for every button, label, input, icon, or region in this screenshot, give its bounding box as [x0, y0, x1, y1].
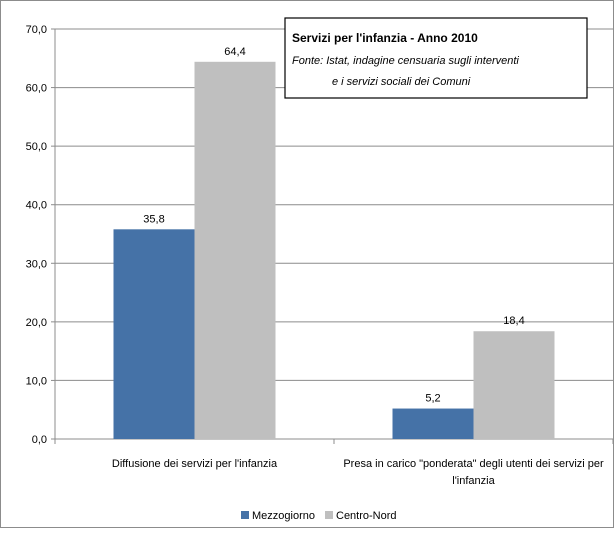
chart-source-line-2: e i servizi sociali dei Comuni — [332, 76, 471, 88]
y-tick-label: 60,0 — [26, 83, 47, 95]
category-label: Presa in carico "ponderata" degli utenti… — [343, 458, 604, 470]
legend-swatch-mezzogiorno — [241, 511, 249, 519]
chart-source-line-1: Fonte: Istat, indagine censuaria sugli i… — [292, 55, 519, 67]
y-tick-label: 40,0 — [26, 200, 47, 212]
legend: Mezzogiorno Centro-Nord — [241, 510, 397, 522]
title-box-border — [284, 17, 588, 99]
bar-mezzogiorno-0 — [113, 229, 195, 439]
y-tick-label: 10,0 — [26, 375, 47, 387]
y-tick-label: 0,0 — [32, 434, 47, 446]
legend-swatch-centro-nord — [325, 511, 333, 519]
chart-title: Servizi per l'infanzia - Anno 2010 — [292, 31, 478, 45]
category-label: l'infanzia — [452, 475, 495, 487]
bars — [113, 61, 555, 440]
category-label: Diffusione dei servizi per l'infanzia — [112, 458, 278, 470]
data-labels: 35,8 64,4 5,2 18,4 — [143, 46, 524, 405]
data-label: 64,4 — [224, 46, 245, 58]
y-tick-label: 20,0 — [26, 317, 47, 329]
y-tick-label: 30,0 — [26, 258, 47, 270]
data-label: 18,4 — [503, 315, 524, 327]
legend-label-mezzogiorno: Mezzogiorno — [252, 510, 315, 522]
title-box: Servizi per l'infanzia - Anno 2010 Fonte… — [284, 17, 588, 99]
y-tick-label: 50,0 — [26, 141, 47, 153]
legend-label-centro-nord: Centro-Nord — [336, 510, 397, 522]
bar-mezzogiorno-1 — [392, 408, 474, 439]
bar-centro-nord-1 — [473, 331, 555, 439]
category-labels: Diffusione dei servizi per l'infanzia Pre… — [112, 458, 604, 487]
bar-centro-nord-0 — [194, 61, 276, 440]
data-label: 5,2 — [425, 393, 440, 405]
data-label: 35,8 — [143, 213, 164, 225]
y-tick-label: 70,0 — [26, 24, 47, 36]
